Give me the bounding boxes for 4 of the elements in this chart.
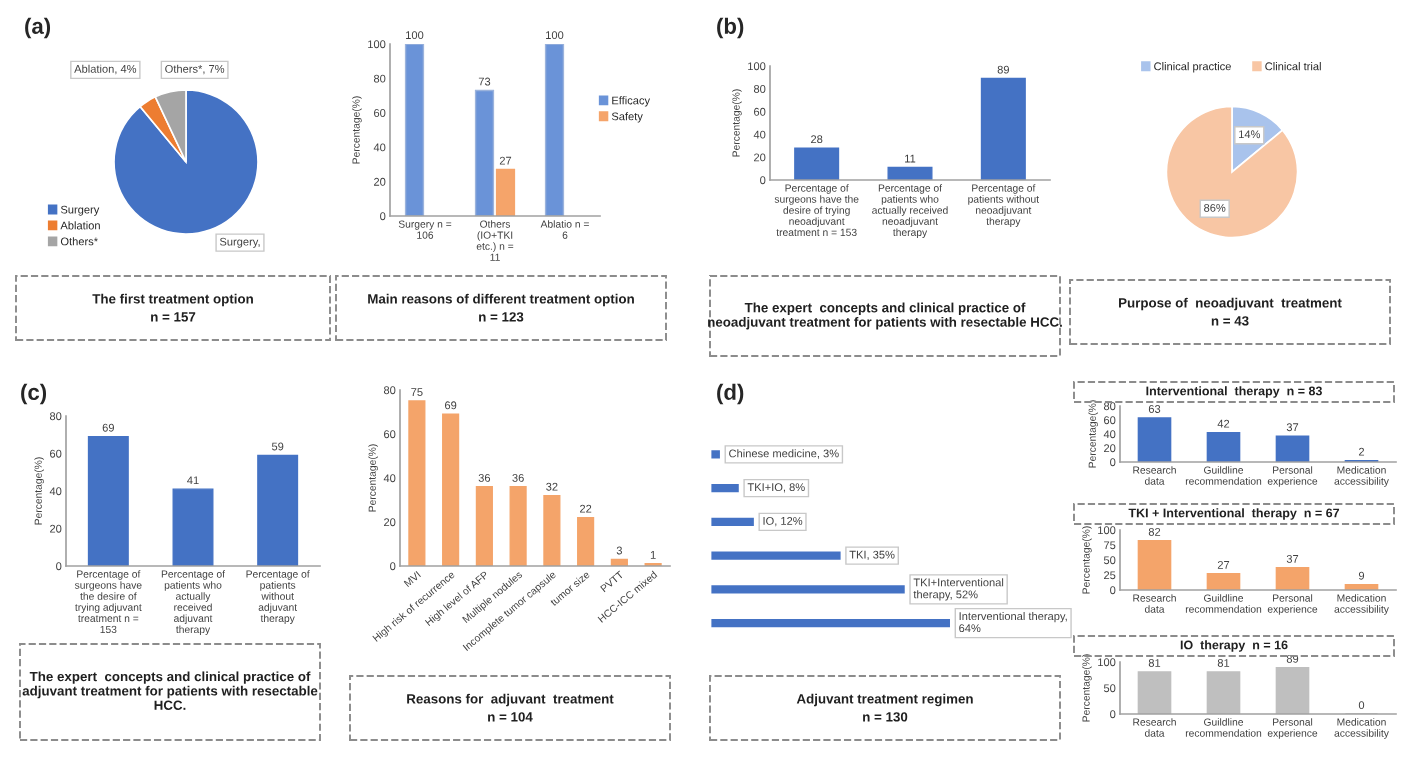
text: (d) (717, 383, 744, 405)
text: (b) (717, 17, 744, 39)
text: (a) (25, 17, 51, 39)
text: (c) (21, 383, 47, 405)
